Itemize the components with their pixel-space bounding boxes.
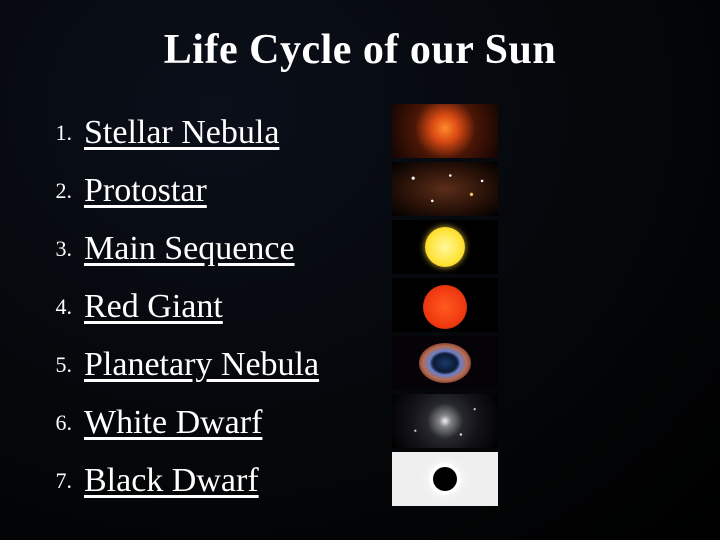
thumbnail-column — [392, 104, 502, 510]
list-item: 3. Main Sequence — [42, 220, 678, 278]
list-number: 2. — [42, 178, 84, 204]
list-item: 1. Stellar Nebula — [42, 104, 678, 162]
list-item: 6. White Dwarf — [42, 394, 678, 452]
thumb-white-dwarf — [392, 394, 498, 448]
thumb-protostar — [392, 162, 498, 216]
thumb-black-dwarf — [392, 452, 498, 506]
stage-label: Planetary Nebula — [84, 346, 319, 384]
thumb-main-sequence — [392, 220, 498, 274]
stage-list: 1. Stellar Nebula 2. Protostar 3. Main S… — [42, 104, 678, 510]
list-item: 5. Planetary Nebula — [42, 336, 678, 394]
list-item: 2. Protostar — [42, 162, 678, 220]
thumb-planetary-nebula — [392, 336, 498, 390]
stage-label: Protostar — [84, 172, 207, 210]
stage-label: Main Sequence — [84, 230, 295, 268]
list-number: 5. — [42, 352, 84, 378]
list-number: 4. — [42, 294, 84, 320]
thumb-red-giant — [392, 278, 498, 332]
list-item: 4. Red Giant — [42, 278, 678, 336]
list-number: 7. — [42, 468, 84, 494]
stage-label: White Dwarf — [84, 404, 262, 442]
stage-label: Black Dwarf — [84, 462, 259, 500]
list-number: 3. — [42, 236, 84, 262]
slide-title: Life Cycle of our Sun — [0, 0, 720, 74]
list-number: 1. — [42, 120, 84, 146]
list-number: 6. — [42, 410, 84, 436]
stage-label: Red Giant — [84, 288, 223, 326]
stage-label: Stellar Nebula — [84, 114, 279, 152]
thumb-stellar-nebula — [392, 104, 498, 158]
list-item: 7. Black Dwarf — [42, 452, 678, 510]
